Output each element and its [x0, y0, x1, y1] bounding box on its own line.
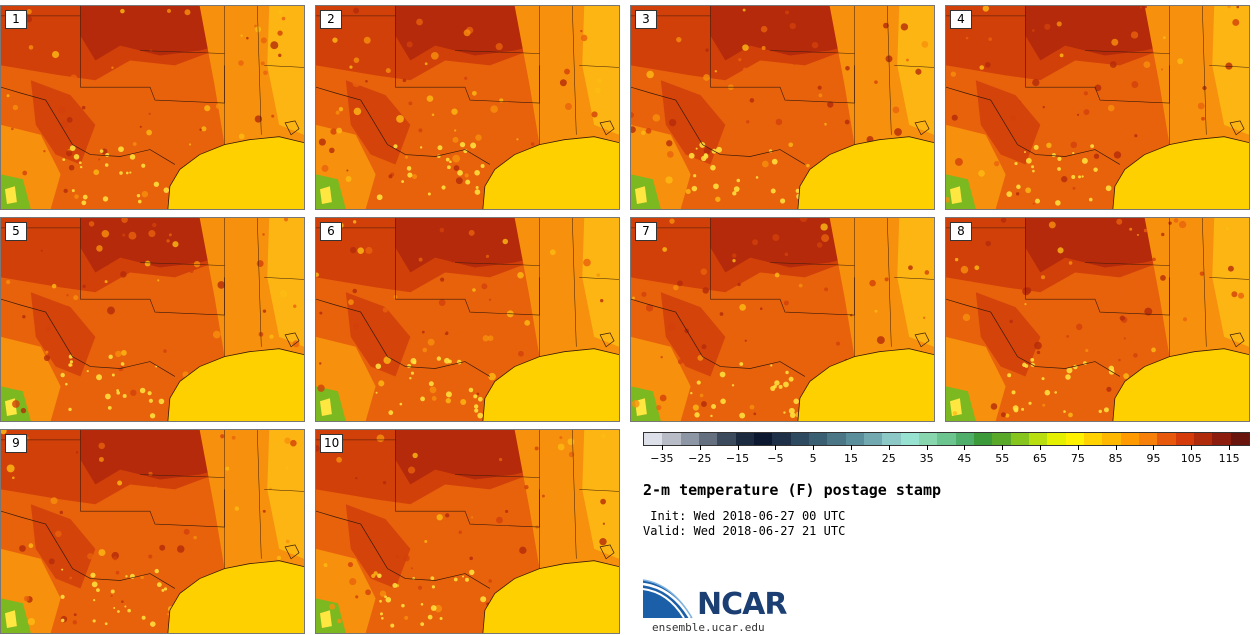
colorbar-tick-label: −15 — [725, 452, 750, 465]
postage-stamp-map: 8 — [945, 217, 1250, 422]
colorbar-tick-label: 105 — [1180, 452, 1202, 465]
member-number-label: 4 — [950, 10, 972, 29]
colorbar-tick — [888, 445, 890, 450]
colorbar-tick — [1040, 445, 1042, 450]
colorbar-bin — [845, 433, 864, 445]
colorbar-bin — [1028, 433, 1048, 445]
colorbar-tick-label: −5 — [767, 452, 784, 465]
colorbar-tick-label: −35 — [650, 452, 674, 465]
member-number-label: 9 — [5, 434, 27, 453]
colorbar-bin — [662, 433, 681, 445]
colorbar — [643, 432, 1250, 446]
colorbar-bin — [1083, 433, 1103, 445]
colorbar-bin — [1047, 433, 1066, 445]
colorbar-tick — [661, 445, 663, 450]
colorbar-tick — [737, 445, 739, 450]
colorbar-tick — [813, 445, 815, 450]
postage-stamp-map: 1 — [0, 5, 305, 210]
postage-stamp-map: 6 — [315, 217, 620, 422]
colorbar-tick-label: 25 — [881, 452, 896, 465]
colorbar-tick — [1002, 445, 1004, 450]
member-number-label: 6 — [320, 222, 342, 241]
colorbar-bin — [918, 433, 938, 445]
colorbar-bin — [698, 433, 718, 445]
colorbar-tick — [1077, 445, 1079, 450]
colorbar-tick-label: 15 — [843, 452, 858, 465]
colorbar-bin — [1102, 433, 1121, 445]
postage-stamp-map: 9 — [0, 429, 305, 634]
site-url: ensemble.ucar.edu — [652, 621, 765, 634]
colorbar-tick-label: 5 — [809, 452, 817, 465]
ncar-logo-icon — [642, 579, 693, 619]
colorbar-bin — [937, 433, 956, 445]
member-number-label: 3 — [635, 10, 657, 29]
init-time: Init: Wed 2018-06-27 00 UTC — [643, 509, 846, 523]
postage-stamp-map: 5 — [0, 217, 305, 422]
colorbar-tick-label: 85 — [1108, 452, 1123, 465]
colorbar-bin — [772, 433, 791, 445]
colorbar-bin — [1230, 433, 1249, 445]
postage-stamp-map: 3 — [630, 5, 935, 210]
colorbar-tick-label: 65 — [1033, 452, 1048, 465]
postage-stamp-map: 4 — [945, 5, 1250, 210]
postage-stamp-map: 10 — [315, 429, 620, 634]
colorbar-bin — [827, 433, 846, 445]
colorbar-bin — [1120, 433, 1139, 445]
colorbar-bin — [735, 433, 754, 445]
member-number-label: 5 — [5, 222, 27, 241]
colorbar-bin — [992, 433, 1011, 445]
colorbar-bin — [1157, 433, 1176, 445]
valid-time: Valid: Wed 2018-06-27 21 UTC — [643, 524, 846, 538]
member-number-label: 10 — [320, 434, 344, 453]
colorbar-bin — [1212, 433, 1231, 445]
postage-stamp-map: 2 — [315, 5, 620, 210]
colorbar-bin — [808, 433, 828, 445]
colorbar-bin — [900, 433, 919, 445]
colorbar-bin — [955, 433, 974, 445]
logo-wordmark: NCAR — [697, 587, 787, 622]
colorbar-bin — [1138, 433, 1158, 445]
colorbar-tick — [1191, 445, 1193, 450]
colorbar-tick — [1115, 445, 1117, 450]
colorbar-bin — [973, 433, 993, 445]
colorbar-bin — [1065, 433, 1084, 445]
member-number-label: 7 — [635, 222, 657, 241]
colorbar-bin — [1175, 433, 1194, 445]
member-number-label: 8 — [950, 222, 972, 241]
member-number-label: 1 — [5, 10, 27, 29]
colorbar-tick — [699, 445, 701, 450]
colorbar-bin — [644, 433, 663, 445]
colorbar-bin — [863, 433, 883, 445]
figure-title: 2-m temperature (F) postage stamp — [643, 481, 942, 499]
member-number-label: 2 — [320, 10, 342, 29]
colorbar-bin — [790, 433, 809, 445]
colorbar-bin — [882, 433, 901, 445]
colorbar-tick — [926, 445, 928, 450]
colorbar-bin — [717, 433, 736, 445]
colorbar-tick-label: 75 — [1070, 452, 1085, 465]
colorbar-tick-label: 45 — [957, 452, 972, 465]
colorbar-tick — [775, 445, 777, 450]
colorbar-tick — [1229, 445, 1231, 450]
colorbar-bin — [1010, 433, 1029, 445]
colorbar-tick-label: 95 — [1146, 452, 1161, 465]
colorbar-tick — [964, 445, 966, 450]
colorbar-bin — [1193, 433, 1213, 445]
colorbar-tick — [1153, 445, 1155, 450]
colorbar-tick-label: 55 — [995, 452, 1010, 465]
colorbar-tick-labels: −35 −25 −15 −5 5 15 25 35 45 55 65 75 85 95 105 115 — [643, 445, 1248, 465]
colorbar-bin — [680, 433, 699, 445]
postage-stamp-map: 7 — [630, 217, 935, 422]
colorbar-tick-label: 35 — [919, 452, 934, 465]
colorbar-bin — [753, 433, 773, 445]
colorbar-tick-label: 115 — [1218, 452, 1240, 465]
colorbar-tick-label: −25 — [688, 452, 712, 465]
colorbar-tick — [850, 445, 852, 450]
